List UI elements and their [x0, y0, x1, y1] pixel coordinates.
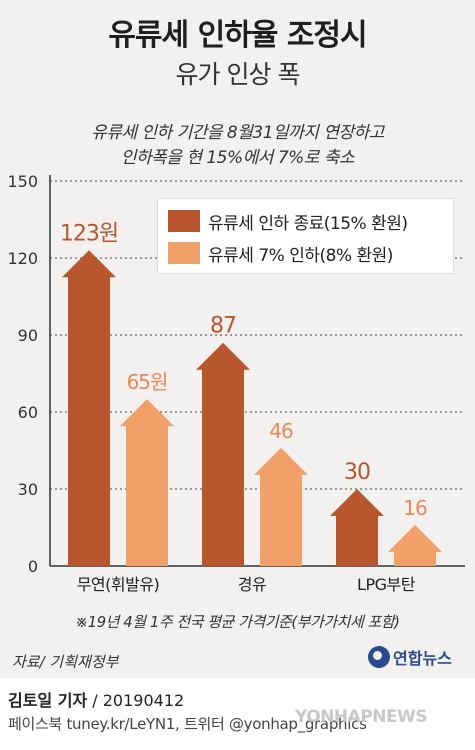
yonhap-logo-icon — [368, 646, 390, 668]
data-label: 65원 — [127, 370, 168, 394]
legend-label-2: 유류세 7% 인하(8% 환원) — [208, 245, 393, 266]
x-tick-label: LPG부탄 — [357, 575, 416, 594]
credit-date: / 20190412 — [87, 691, 185, 710]
source: 자료/ 기획재정부 — [12, 653, 119, 671]
legend-item-1: 유류세 인하 종료(15% 환원) — [168, 207, 408, 235]
y-tick-label: 60 — [18, 403, 38, 422]
bar-arrow-1-1 — [62, 250, 116, 567]
watermark: YONHAPNEWS — [295, 707, 428, 727]
y-tick-label: 150 — [7, 172, 38, 191]
bar-arrow-2-3 — [388, 524, 442, 566]
data-label: 16 — [403, 496, 427, 520]
bar-arrow-1-2 — [196, 342, 250, 566]
chart-title: 유류세 인하율 조정시 — [108, 18, 367, 53]
data-label: 46 — [269, 419, 293, 443]
bar-arrow-1-3 — [330, 489, 384, 566]
yonhap-logo-text: 연합뉴스 — [393, 649, 452, 668]
x-tick-label: 무연(휘발유) — [77, 575, 160, 594]
legend-swatch-1 — [168, 210, 200, 232]
footnote: ※19년 4월 1주 전국 평균 가격기준(부가가치세 포함) — [75, 613, 400, 631]
bar-arrow-2-1 — [120, 399, 174, 566]
legend-swatch-2 — [168, 242, 200, 264]
reporter-credit: 김토일 기자 / 20190412 — [8, 687, 184, 711]
data-label: 87 — [210, 314, 236, 339]
legend-item-2: 유류세 7% 인하(8% 환원) — [168, 239, 393, 267]
chart-subtitle: 유가 인상 폭 — [175, 60, 301, 89]
x-tick-label: 경유 — [238, 575, 266, 594]
y-tick-label: 90 — [18, 326, 38, 345]
data-label: 30 — [344, 460, 370, 485]
y-tick-label: 30 — [18, 480, 38, 499]
legend-label-1: 유류세 인하 종료(15% 환원) — [208, 213, 408, 234]
yonhap-logo: 연합뉴스 — [368, 645, 452, 669]
note-line-1: 유류세 인하 기간을 8월31일까지 연장하고 — [91, 123, 384, 143]
bar-arrow-2-2 — [254, 447, 308, 566]
data-label: 123원 — [60, 221, 118, 246]
legend: 유류세 인하 종료(15% 환원) 유류세 7% 인하(8% 환원) — [157, 198, 454, 274]
note-line-2: 인하폭을 현 15%에서 7%로 축소 — [120, 148, 355, 168]
reporter-name: 김토일 기자 — [8, 691, 88, 710]
social-credit: 페이스북 tuney.kr/LeYN1, 트위터 @yonhap_graphic… — [8, 715, 367, 733]
y-tick-label: 0 — [28, 557, 38, 576]
y-tick-label: 120 — [7, 249, 38, 268]
